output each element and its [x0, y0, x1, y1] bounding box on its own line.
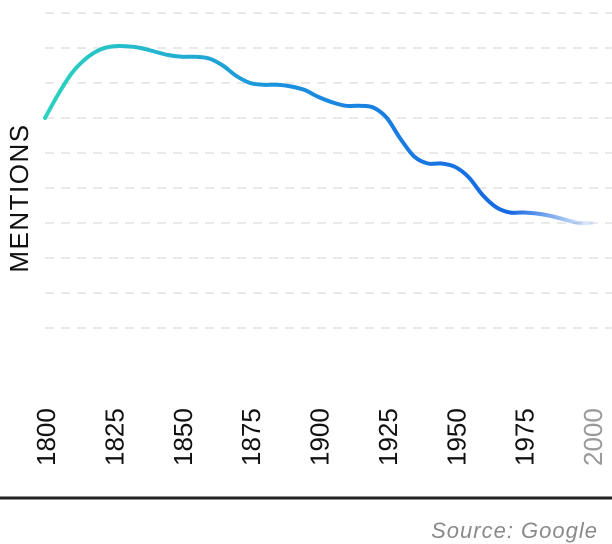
y-axis-label: MENTIONS: [4, 123, 34, 272]
x-tick-label: 1875: [236, 408, 266, 466]
source-note: Source: Google: [431, 518, 598, 543]
x-tick-label: 1975: [510, 408, 540, 466]
x-tick-label: 1825: [99, 408, 129, 466]
x-tick-label: 1925: [373, 408, 403, 466]
x-axis-ticks: 1800 1825 1850 1875 1900 1925 1950 1975 2000: [31, 408, 608, 466]
x-tick-label: 1800: [31, 408, 61, 466]
x-tick-label: 1900: [305, 408, 335, 466]
gridlines: [45, 12, 612, 329]
series-line: [43, 43, 594, 226]
x-tick-label: 1950: [441, 408, 471, 466]
x-tick-label: 2000: [578, 408, 608, 466]
x-tick-label: 1850: [168, 408, 198, 466]
